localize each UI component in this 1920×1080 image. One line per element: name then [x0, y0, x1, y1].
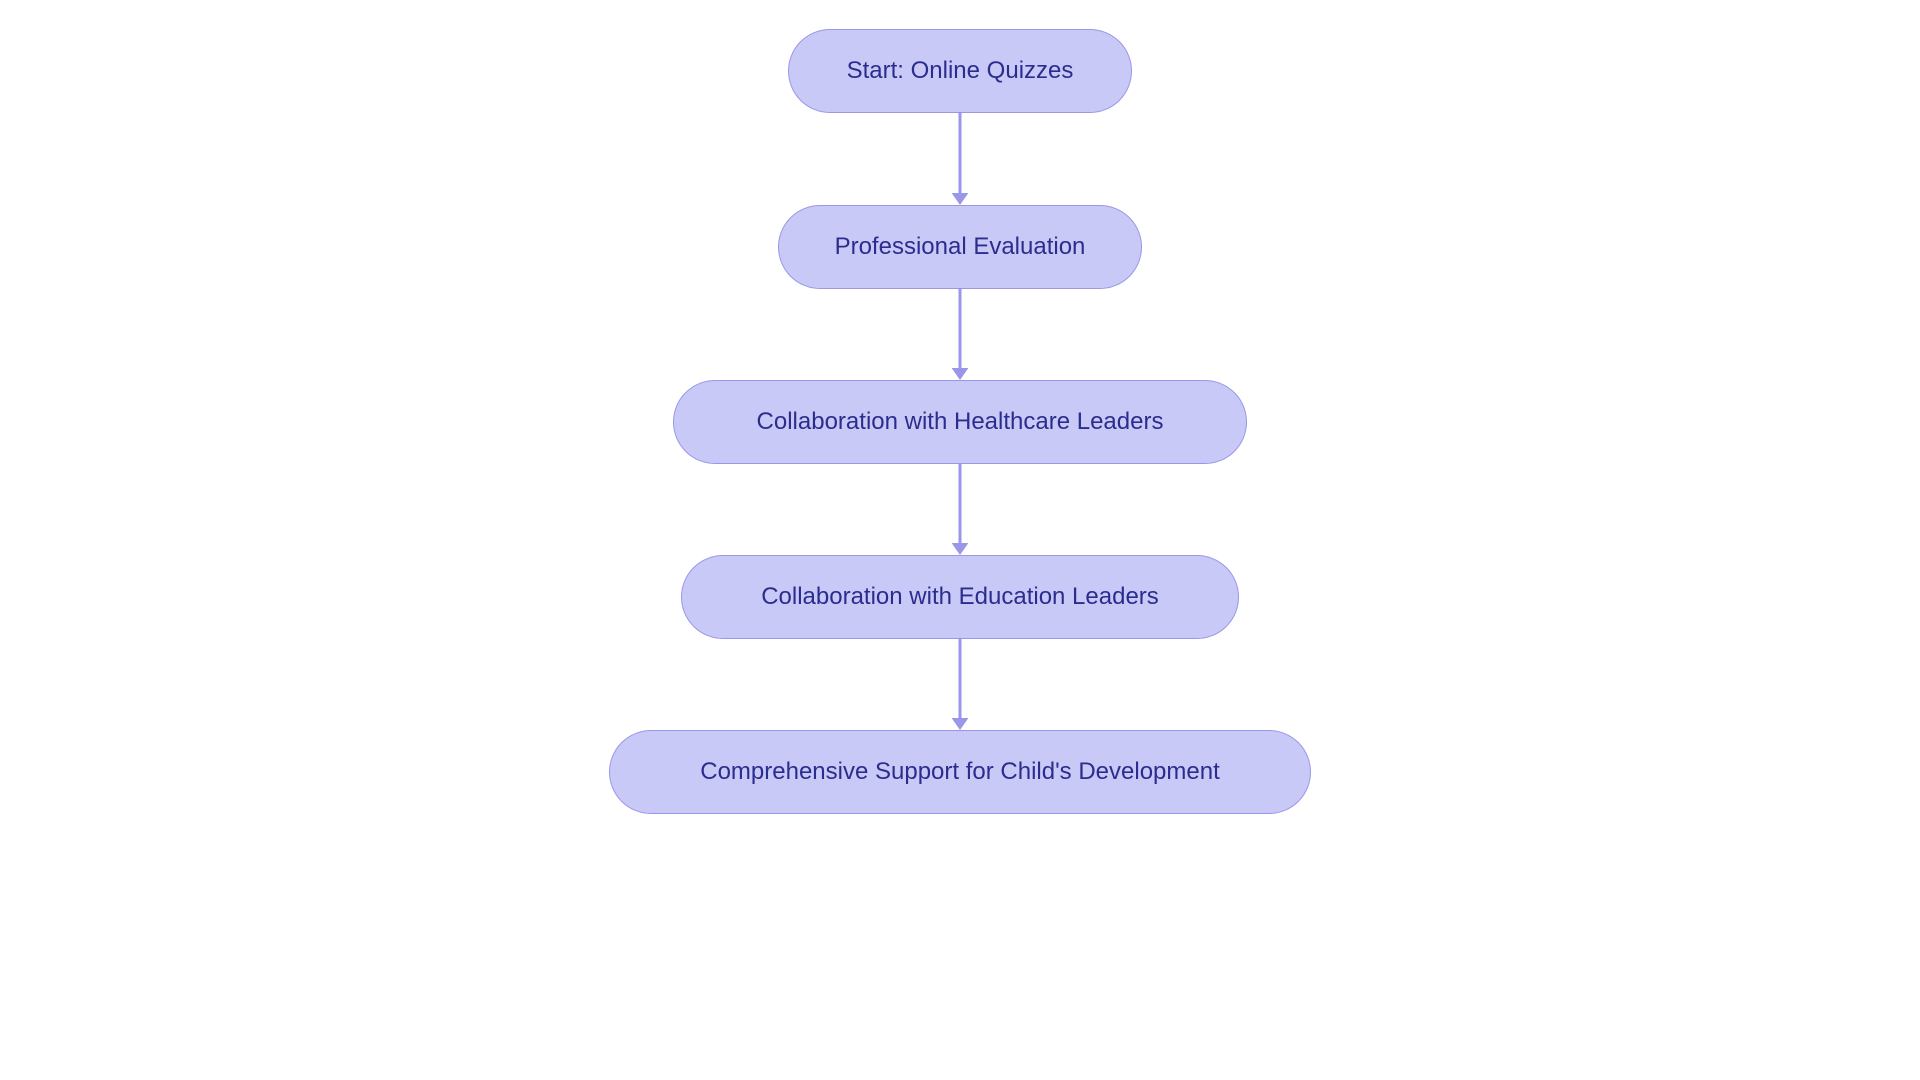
- flowchart-node-label: Start: Online Quizzes: [847, 57, 1074, 85]
- flowchart-node-label: Comprehensive Support for Child's Develo…: [700, 758, 1220, 786]
- flowchart-node-n4: Collaboration with Education Leaders: [681, 555, 1239, 639]
- flowchart-node-label: Collaboration with Education Leaders: [761, 583, 1159, 611]
- flowchart-arrow-n4-n5: [945, 639, 975, 735]
- flowchart-arrow-n2-n3: [945, 289, 975, 385]
- flowchart-node-n5: Comprehensive Support for Child's Develo…: [609, 730, 1311, 814]
- flowchart-node-n2: Professional Evaluation: [778, 205, 1142, 289]
- flowchart-arrow-n3-n4: [945, 464, 975, 560]
- flowchart-node-n1: Start: Online Quizzes: [788, 29, 1132, 113]
- flowchart-node-n3: Collaboration with Healthcare Leaders: [673, 380, 1247, 464]
- flowchart-container: Start: Online Quizzes Professional Evalua…: [0, 0, 1920, 1080]
- flowchart-node-label: Professional Evaluation: [835, 233, 1086, 261]
- flowchart-arrow-n1-n2: [945, 113, 975, 210]
- flowchart-node-label: Collaboration with Healthcare Leaders: [757, 408, 1164, 436]
